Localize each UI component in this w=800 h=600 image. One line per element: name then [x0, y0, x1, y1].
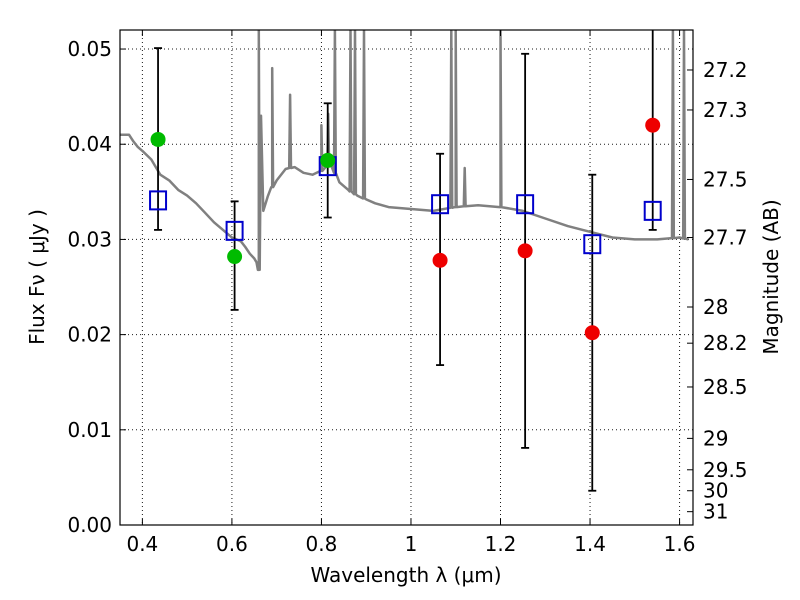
x-tick-label: 1.4	[574, 532, 606, 556]
y2-tick-label: 27.3	[703, 98, 748, 122]
detection-point	[150, 131, 166, 147]
y-tick-label: 0.05	[67, 37, 112, 61]
y-tick-label: 0.00	[67, 513, 112, 537]
x-tick-label: 1.6	[664, 532, 696, 556]
y2-axis-title: Magnitude (AB)	[759, 199, 783, 354]
y2-tick-label: 28.2	[703, 331, 748, 355]
x-tick-label: 0.6	[216, 532, 248, 556]
x-axis-title: Wavelength λ (μm)	[310, 563, 501, 587]
y2-tick-label: 29.5	[703, 458, 748, 482]
y2-tick-label: 30	[703, 479, 728, 503]
model-flux-square	[583, 234, 602, 255]
error-bars	[154, 30, 657, 492]
y-tick-label: 0.03	[67, 227, 112, 251]
model-flux-square	[516, 194, 535, 215]
y2-tick-label: 28.5	[703, 375, 748, 399]
model-flux-square	[225, 220, 244, 241]
y2-tick-label: 27.2	[703, 58, 748, 82]
x-tick-label: 0.4	[126, 532, 158, 556]
plot-frame	[119, 29, 694, 526]
detection-point	[320, 152, 336, 168]
y2-tick-label: 29	[703, 426, 728, 450]
y-axis-ticks: 0.00 0.01 0.02 0.03 0.04 0.05	[67, 37, 126, 537]
model-flux-square	[431, 194, 450, 215]
detection-point	[227, 249, 243, 265]
spectrum-line	[120, 30, 689, 272]
model-spectrum	[120, 30, 689, 272]
model-flux-square	[149, 190, 168, 211]
grid	[120, 30, 693, 526]
low-significance-point	[432, 252, 448, 268]
y-tick-label: 0.01	[67, 418, 112, 442]
x-tick-label: 1	[405, 532, 418, 556]
x-tick-label: 1.2	[485, 532, 517, 556]
model-flux-square	[643, 200, 662, 221]
y-tick-label: 0.04	[67, 132, 112, 156]
y2-tick-label: 31	[703, 500, 728, 524]
data-markers	[149, 117, 662, 341]
y2-tick-label: 27.5	[703, 167, 748, 191]
x-tick-label: 0.8	[306, 532, 338, 556]
low-significance-point	[645, 117, 661, 133]
y2-tick-label: 28	[703, 295, 728, 319]
low-significance-point	[517, 243, 533, 259]
y-tick-label: 0.02	[67, 323, 112, 347]
y2-tick-label: 27.7	[703, 226, 748, 250]
y-axis-title: Flux Fν ( μJy )	[25, 209, 49, 345]
x-axis-ticks: 0.4 0.6 0.8 1 1.2 1.4 1.6	[126, 30, 695, 556]
low-significance-point	[584, 325, 600, 341]
